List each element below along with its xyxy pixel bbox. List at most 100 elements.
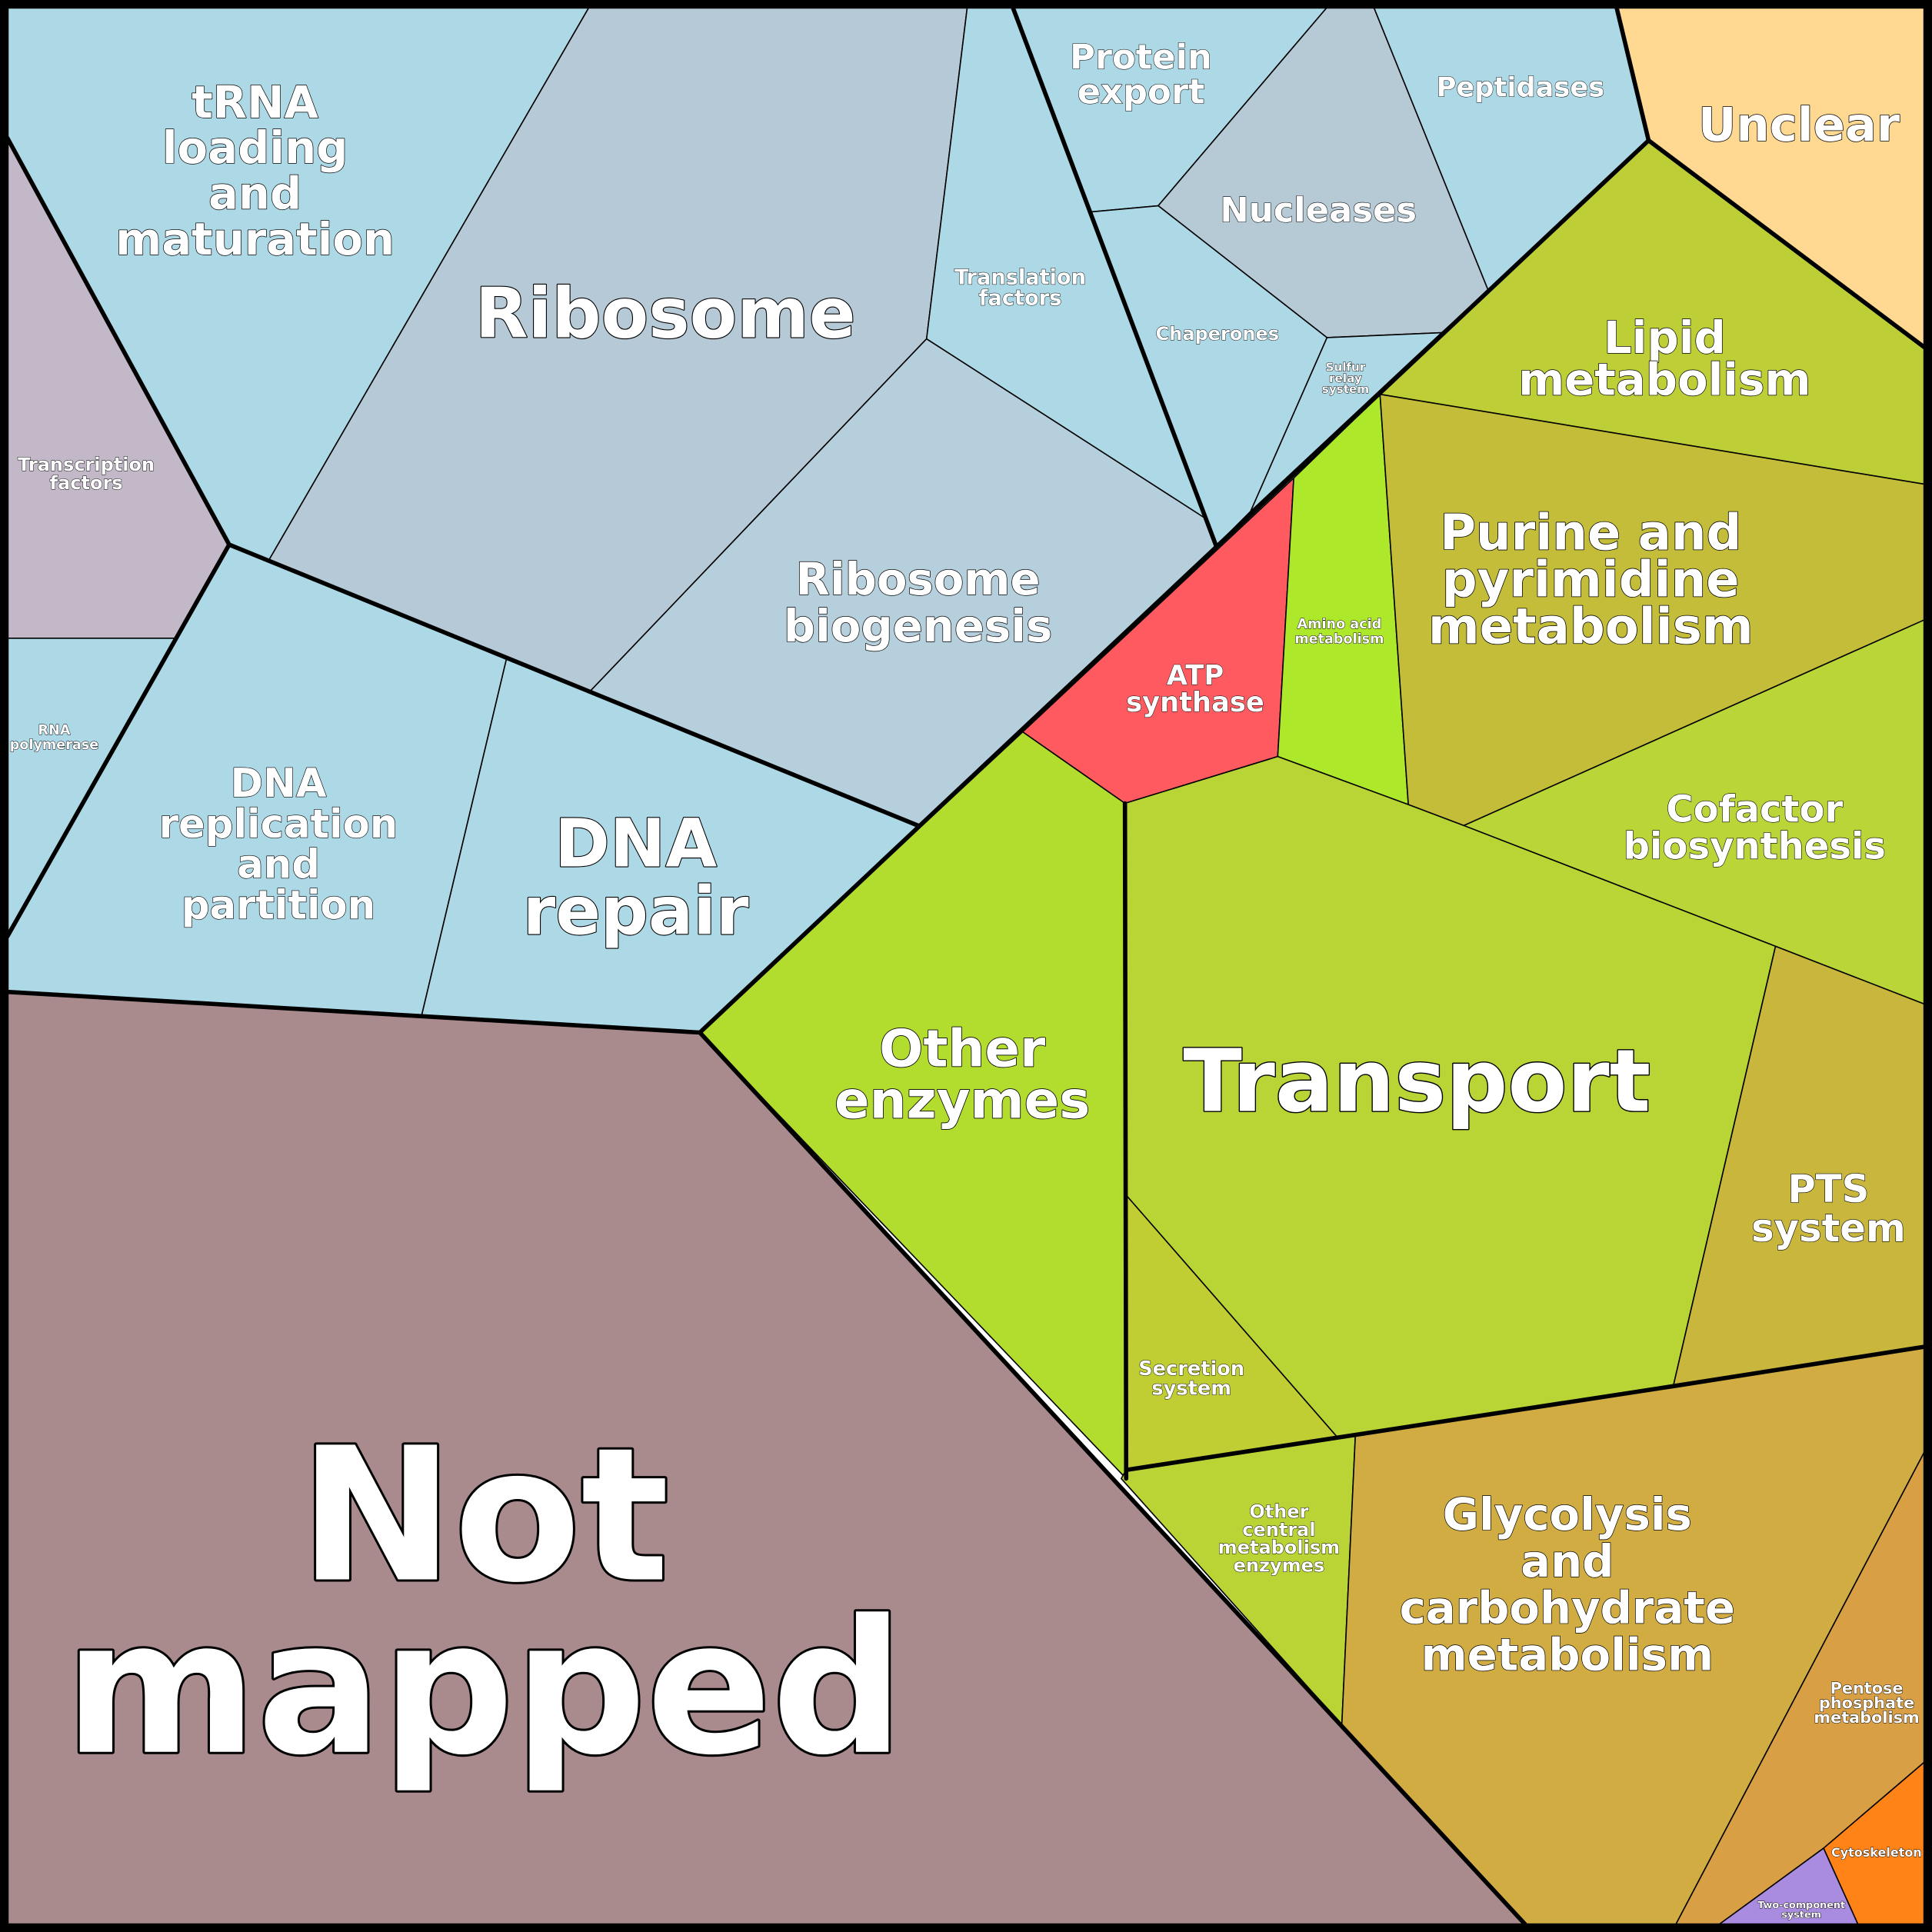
cell-label: Other central metabolism enzymes [1218,1501,1340,1577]
label-line: carbohydrate [1400,1582,1735,1634]
label-line: biogenesis [784,600,1053,652]
label-line: system [1781,1909,1821,1920]
label-line: PTS [1787,1167,1869,1211]
label-line: central [1242,1519,1315,1541]
label-line: Two-component [1757,1899,1845,1910]
label-line: biosynthesis [1624,825,1886,868]
label-line: metabolism [1421,1629,1714,1681]
label-line: factors [50,472,123,494]
cell-label: Cofactor biosynthesis [1624,788,1886,868]
cell-label: Glycolysis and carbohydrate metabolism [1400,1488,1735,1681]
label-line: Transport [1183,1032,1651,1132]
label-line: Ribosome [795,553,1040,605]
cell-label: Nucleases [1220,189,1417,230]
label-line: relay [1329,371,1362,385]
cell-label: tRNA loading and maturation [115,76,395,265]
label-line: system [1751,1206,1906,1251]
label-line: system [1322,382,1369,396]
group-border [227,542,921,828]
label-line: loading [162,122,348,174]
label-line: and [237,842,320,888]
label-line: Unclear [1698,97,1900,152]
label-line: enzymes [1234,1554,1325,1576]
group-border [1011,5,1219,548]
cell-label: Cytoskeleton [1831,1844,1922,1859]
cell-label: Other enzymes [834,1018,1090,1130]
label-line: repair [523,874,749,951]
label-line: Lipid [1604,311,1726,364]
label-line: replication [159,801,398,848]
label-line: ATP [1167,659,1224,691]
label-line: and [1521,1535,1614,1587]
label-line: phosphate [1819,1694,1914,1712]
cell-label: Peptidases [1437,72,1605,103]
cell-label: Amino acid metabolism [1294,617,1384,647]
cell-label: Two-component system [1757,1899,1845,1920]
cell-label: Ribosome biogenesis [784,553,1053,652]
label-line: and [208,168,301,220]
label-line: partition [182,883,375,929]
cell-label: DNA replication and partition [159,761,398,929]
label-line: Sulfur [1325,360,1365,374]
cells [6,6,1926,1926]
label-line: RNA [38,723,71,738]
cell-label: Lipid metabolism [1518,311,1810,405]
label-line: Glycolysis [1443,1488,1692,1541]
label-line: polymerase [10,738,99,753]
cell-label: Pentose phosphate metabolism [1814,1679,1919,1727]
label-line: system [1151,1377,1231,1401]
label-line: mapped [65,1581,904,1796]
cell-label: Protein export [1070,36,1212,112]
label-line: DNA [555,805,717,882]
label-line: metabolism [1814,1708,1919,1727]
label-line: metabolism [1428,598,1754,655]
label-line: metabolism [1294,631,1384,647]
label-line: factors [979,286,1062,310]
label-line: Pentose [1830,1679,1904,1697]
label-line: Other [1249,1501,1308,1523]
label-line: Peptidases [1437,72,1605,103]
cell-label: PTS system [1751,1167,1906,1251]
cell-label: Transport [1183,1032,1651,1132]
cell-label: ATP synthase [1126,659,1264,718]
label-line: maturation [115,213,395,265]
label-line: Protein [1070,36,1212,77]
label-line: Cytoskeleton [1831,1844,1922,1859]
cell-label: Transcription factors [18,454,155,494]
group-border [5,989,702,1035]
label-line: Amino acid [1297,617,1382,632]
cell-label: Not mapped [65,1408,904,1796]
label-line: Secretion [1138,1357,1244,1381]
label-line: export [1078,71,1205,112]
cell-label: Secretion system [1138,1357,1244,1401]
cell-label: Chaperones [1156,323,1279,345]
label-line: Transcription [18,454,155,475]
label-line: Purine and [1440,505,1741,562]
label-line: enzymes [834,1071,1090,1131]
cell-label: DNA repair [523,805,749,950]
label-line: tRNA [192,76,318,128]
label-line: metabolism [1218,1537,1340,1558]
label-line: Nucleases [1220,189,1417,230]
label-line: Chaperones [1156,323,1279,345]
label-line: Other [879,1018,1045,1078]
label-line: pyrimidine [1442,552,1740,609]
cell-label: Translation factors [954,265,1086,310]
label-line: Translation [954,265,1086,289]
label-line: Ribosome [475,275,856,355]
label-line: synthase [1126,687,1264,718]
label-line: Not [299,1408,669,1624]
cell-label: Purine and pyrimidine metabolism [1428,505,1754,656]
group-borders [5,5,1927,1927]
labels: tRNA loading and maturationRibosomeTranscri… [9,36,1922,1921]
label-line: Cofactor [1666,788,1843,831]
cell-label: Unclear [1698,97,1900,152]
group-border [1122,801,1129,1481]
cell-label: Ribosome [475,275,856,355]
cell-label: Sulfur relay system [1322,360,1369,396]
label-line: DNA [231,761,327,807]
group-border [1124,1344,1927,1473]
